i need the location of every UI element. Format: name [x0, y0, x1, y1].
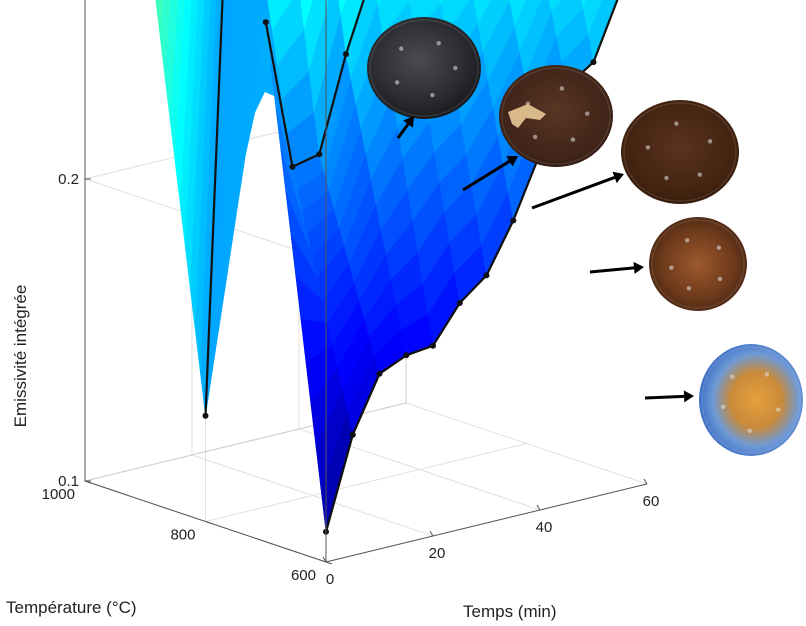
data-point-600 [403, 352, 410, 359]
surface-patch [473, 0, 492, 25]
y-tick-label: 1000 [42, 486, 75, 503]
sample-photo-600 [699, 344, 803, 456]
surface-patch [205, 0, 229, 416]
tick-labels: 0.10.20.30.40.50.660080010000204060 [42, 171, 660, 588]
data-point-600 [349, 431, 356, 438]
surface-patch [215, 0, 240, 351]
annotation-arrow [644, 394, 685, 400]
sample-photos [367, 17, 803, 456]
surface-patch [195, 0, 217, 374]
photo-flake [508, 104, 546, 128]
sample-photo-1000 [367, 17, 481, 119]
z-tick-label: 0.2 [58, 171, 79, 188]
axes-front [84, 0, 648, 565]
surface-patch [581, 0, 587, 9]
surface-patch [185, 0, 205, 290]
annotation-arrow [531, 176, 616, 210]
data-point-600 [376, 370, 383, 377]
photo-disc [621, 100, 739, 204]
x-tick [643, 478, 648, 485]
grid-line-z [83, 402, 407, 563]
surface-patch [200, 0, 223, 416]
data-point-700 [262, 19, 269, 26]
z-axis-label: Emissivité intégrée [11, 285, 30, 428]
surface-patch [588, 0, 618, 64]
data-point-700 [289, 163, 296, 170]
x-tick-label: 40 [536, 519, 553, 536]
surface-patch [190, 0, 211, 332]
photo-disc [699, 344, 803, 456]
data-point-700 [316, 151, 323, 158]
x-tick [322, 556, 327, 563]
arrow-head [403, 116, 414, 128]
y-tick [325, 561, 333, 565]
annotation-arrow [462, 159, 511, 192]
data-point-600 [510, 217, 517, 224]
x-tick [429, 530, 434, 537]
photo-disc [499, 65, 613, 167]
surface-patch [338, 0, 347, 16]
surface-patch [548, 0, 563, 13]
data-point-700 [343, 51, 349, 58]
surface-mesh [155, 0, 618, 532]
y-axis-label: Température (°C) [6, 598, 137, 617]
photo-disc [367, 17, 481, 119]
annotation-arrow [396, 123, 410, 139]
surface-patch [230, 0, 259, 252]
surface-patch [159, 0, 172, 81]
surface-patch [514, 0, 542, 54]
sample-photo-800 [621, 100, 739, 204]
surface-patch [509, 0, 527, 28]
sample-photo-900 [499, 65, 613, 167]
y-tick [205, 521, 212, 524]
arrow-head [506, 156, 518, 167]
arrow-head [633, 261, 644, 274]
surface-patch [155, 0, 164, 39]
data-point-600 [456, 300, 463, 306]
annotation-arrow [589, 266, 635, 274]
arrow-head [612, 171, 624, 184]
surface-patch [583, 0, 603, 37]
sample-photo-700 [649, 217, 747, 311]
y-tick-label: 600 [291, 567, 316, 584]
arrow-head [683, 390, 694, 403]
x-tick-label: 0 [326, 571, 334, 588]
x-axis-label: Temps (min) [463, 602, 557, 621]
x-tick [536, 504, 541, 511]
surface-patch [300, 0, 314, 30]
surface-patch [220, 0, 246, 318]
surface-patch [210, 0, 234, 384]
y-tick [84, 480, 92, 484]
surface-patch [267, 0, 293, 33]
surface-patch [225, 0, 252, 285]
surface-patch [180, 0, 199, 249]
surface-patch [175, 0, 193, 207]
data-point-800 [202, 412, 209, 419]
z-tick-label: 0.1 [58, 473, 79, 490]
x-tick-label: 60 [643, 493, 660, 510]
data-point-600 [590, 59, 597, 66]
surface-patch [170, 0, 186, 165]
surface-patch [340, 0, 364, 55]
x-tick-label: 20 [429, 545, 446, 562]
y-tick-label: 800 [170, 527, 195, 544]
axis-line [325, 483, 648, 563]
surface-patch [303, 0, 330, 72]
photo-disc [649, 217, 747, 311]
surface-patch [164, 0, 179, 123]
data-point-600 [483, 272, 490, 279]
data-point-600 [430, 342, 436, 349]
